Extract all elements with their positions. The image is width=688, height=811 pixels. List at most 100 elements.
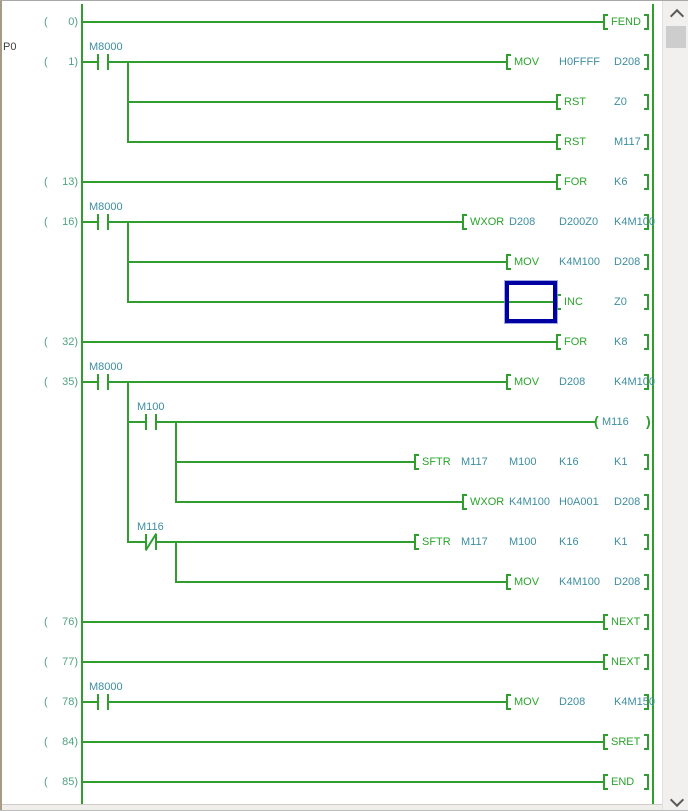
coil-open-paren: (	[594, 413, 599, 429]
instruction[interactable]: FOR K8	[556, 332, 652, 352]
contact-label: M8000	[89, 361, 123, 373]
instruction[interactable]: FOR K6	[556, 172, 652, 192]
instruction[interactable]: NEXT	[603, 612, 652, 632]
close-bracket	[644, 654, 649, 670]
instruction-mnemonic: RST	[564, 96, 586, 108]
instruction-operand: K4M150	[614, 696, 655, 708]
instruction-operand: M117	[461, 536, 488, 548]
open-bracket	[414, 534, 419, 550]
instruction[interactable]: MOV D208 K4M150	[506, 692, 655, 712]
close-bracket	[644, 94, 649, 110]
output-coil[interactable]: (M116)	[594, 412, 652, 432]
instruction-mnemonic: NEXT	[611, 656, 641, 668]
instruction[interactable]: WXOR K4M100 H0A001 D208	[462, 492, 652, 512]
instruction[interactable]: END	[603, 772, 652, 792]
instruction[interactable]: MOV K4M100 D208	[506, 572, 652, 592]
no-contact[interactable]	[97, 373, 109, 391]
instruction[interactable]: SFTR M117 M100 K16 K1	[414, 452, 652, 472]
instruction-operand: K4M100	[614, 216, 655, 228]
rung-line	[176, 461, 416, 463]
pointer-label: P0	[3, 41, 17, 53]
instruction-mnemonic: SFTR	[422, 536, 451, 548]
instruction[interactable]: FEND	[603, 12, 652, 32]
rung-line	[109, 701, 508, 703]
instruction-mnemonic: FEND	[611, 16, 641, 28]
step-number: (78)	[44, 696, 78, 708]
rung-line	[109, 381, 508, 383]
scroll-down-button[interactable]	[663, 790, 688, 810]
instruction-operand: Z0	[614, 96, 627, 108]
instruction-operand: H0A001	[559, 496, 599, 508]
rung-line	[83, 621, 605, 623]
close-bracket	[644, 174, 649, 190]
scrollbar-thumb[interactable]	[666, 26, 686, 48]
instruction[interactable]: INC Z0	[556, 292, 652, 312]
bottom-strip	[2, 804, 662, 810]
no-contact[interactable]	[97, 693, 109, 711]
no-contact[interactable]	[97, 53, 109, 71]
open-bracket	[603, 614, 608, 630]
close-bracket	[644, 534, 649, 550]
instruction-mnemonic: END	[611, 776, 635, 788]
instruction-operand: M117	[614, 136, 641, 148]
step-number: (1)	[44, 56, 78, 68]
nc-contact[interactable]	[144, 532, 158, 552]
open-bracket	[556, 174, 561, 190]
rung-line	[83, 221, 97, 223]
instruction-operand: K4M100	[614, 376, 655, 388]
instruction-mnemonic: WXOR	[470, 496, 505, 508]
instruction-operand: D208	[559, 376, 586, 388]
close-bracket	[644, 374, 649, 390]
no-contact[interactable]	[97, 213, 109, 231]
window-frame-left	[0, 1, 2, 810]
open-bracket	[603, 14, 608, 30]
instruction[interactable]: WXOR D208 D200Z0 K4M100	[462, 212, 655, 232]
step-number: (84)	[44, 736, 78, 748]
contact-tick	[145, 414, 147, 430]
vertical-scrollbar[interactable]	[662, 1, 688, 810]
close-bracket	[644, 454, 649, 470]
close-bracket	[644, 294, 649, 310]
coil-device: M116	[602, 416, 629, 428]
instruction[interactable]: RST Z0	[556, 92, 652, 112]
instruction-operand: M117	[461, 456, 488, 468]
open-bracket	[603, 654, 608, 670]
right-bus-bar	[652, 4, 654, 804]
close-bracket	[644, 734, 649, 750]
contact-tick	[107, 694, 109, 710]
instruction[interactable]: SFTR M117 M100 K16 K1	[414, 532, 652, 552]
contact-label: M100	[137, 401, 165, 413]
instruction-operand: K16	[559, 456, 579, 468]
instruction-operand: K16	[559, 536, 579, 548]
instruction-mnemonic: INC	[564, 296, 583, 308]
instruction[interactable]: MOV D208 K4M100	[506, 372, 655, 392]
instruction-operand: D208	[614, 56, 641, 68]
step-number: (85)	[44, 776, 78, 788]
rung-line	[128, 101, 558, 103]
rung-line	[157, 421, 596, 423]
contact-tick	[107, 214, 109, 230]
scroll-up-button[interactable]	[663, 1, 688, 24]
left-bus-bar	[81, 4, 83, 804]
rung-line	[176, 581, 508, 583]
rung-line	[128, 421, 145, 423]
selection-cursor[interactable]	[505, 281, 557, 323]
step-number: (77)	[44, 656, 78, 668]
instruction[interactable]: MOV H0FFFF D208	[506, 52, 652, 72]
instruction-operand: K8	[614, 336, 628, 348]
close-bracket	[644, 614, 649, 630]
instruction-operand: D208	[559, 696, 586, 708]
instruction[interactable]: RST M117	[556, 132, 652, 152]
instruction[interactable]: SRET	[603, 732, 652, 752]
close-bracket	[644, 54, 649, 70]
instruction[interactable]: MOV K4M100 D208	[506, 252, 652, 272]
no-contact[interactable]	[145, 413, 157, 431]
instruction-operand: K1	[614, 456, 628, 468]
instruction-operand: D208	[614, 496, 641, 508]
instruction-operand: K4M100	[559, 576, 600, 588]
instruction-mnemonic: MOV	[514, 376, 540, 388]
rung-line	[83, 701, 97, 703]
instruction[interactable]: NEXT	[603, 652, 652, 672]
instruction-operand: D208	[614, 256, 641, 268]
